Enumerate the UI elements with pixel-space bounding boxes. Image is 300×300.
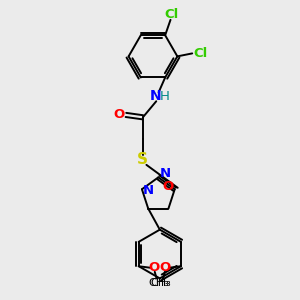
Text: CH₃: CH₃ [148,278,169,288]
Text: Cl: Cl [164,8,178,21]
Text: Cl: Cl [193,47,207,60]
Text: N: N [150,89,161,103]
Text: O: O [160,261,171,274]
Text: N: N [159,167,170,180]
Text: S: S [137,152,148,167]
Text: CH₃: CH₃ [150,278,171,288]
Text: O: O [163,180,174,194]
Text: O: O [113,108,125,122]
Text: O: O [148,261,160,274]
Text: H: H [160,90,170,103]
Text: N: N [143,184,154,197]
